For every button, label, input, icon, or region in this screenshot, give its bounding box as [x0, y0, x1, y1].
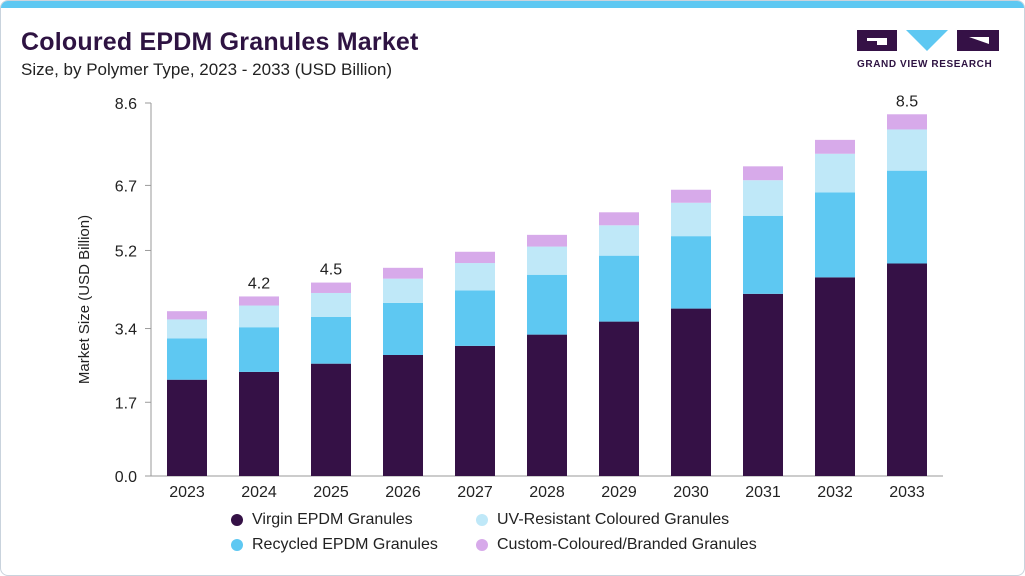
- bar-segment-2: [815, 192, 855, 278]
- y-tick-label: 1.7: [115, 395, 137, 412]
- bar-chart: 0.0 1.7 3.4 5.2 6.7 8.6 Market Size (USD Billi…: [76, 93, 943, 501]
- bar-segment-4: [527, 234, 567, 247]
- bar-segment-2: [239, 327, 279, 372]
- legend-swatch: [476, 514, 488, 526]
- bar-segment-1: [743, 293, 783, 476]
- chart-legend: Virgin EPDM Granules Recycled EPDM Granul…: [231, 511, 831, 561]
- bar-segment-1: [455, 345, 495, 476]
- bar-segment-1: [527, 334, 567, 476]
- y-tick-label: 5.2: [115, 243, 137, 260]
- x-tick-label: 2025: [313, 484, 349, 501]
- legend-swatch: [476, 539, 488, 551]
- bar-segment-3: [815, 153, 855, 193]
- x-tick-label: 2032: [817, 484, 853, 501]
- bar-segment-3: [527, 246, 567, 275]
- bar-segment-2: [743, 215, 783, 294]
- bar-segment-4: [311, 282, 351, 293]
- bar-segment-1: [815, 277, 855, 476]
- bar-segment-1: [383, 354, 423, 476]
- bar-segment-4: [455, 251, 495, 264]
- bar-segment-4: [239, 296, 279, 306]
- x-tick-label: 2031: [745, 484, 781, 501]
- bar-segment-3: [311, 292, 351, 317]
- bar-segment-4: [743, 166, 783, 181]
- gvr-logo-icon: [857, 30, 999, 51]
- bar-segment-3: [599, 225, 639, 256]
- bar-segment-3: [383, 278, 423, 303]
- bar-segment-2: [455, 290, 495, 346]
- legend-item: Custom-Coloured/Branded Granules: [476, 536, 757, 554]
- bar-segment-2: [167, 338, 207, 380]
- bar-segment-1: [239, 371, 279, 476]
- total-value-label: 4.5: [320, 262, 342, 279]
- bar-segment-3: [671, 202, 711, 237]
- bar-segment-4: [887, 114, 927, 130]
- x-tick-label: 2033: [889, 484, 925, 501]
- legend-label: Recycled EPDM Granules: [252, 536, 438, 553]
- legend-item: Virgin EPDM Granules: [231, 511, 413, 529]
- legend-swatch: [231, 539, 243, 551]
- legend-label: Virgin EPDM Granules: [252, 511, 413, 528]
- y-tick-label: 3.4: [115, 322, 137, 339]
- x-tick-label: 2030: [673, 484, 709, 501]
- chart-title: Coloured EPDM Granules Market: [21, 28, 419, 56]
- bar-segment-1: [311, 363, 351, 476]
- bar-segment-2: [383, 302, 423, 355]
- bar-segment-4: [167, 311, 207, 320]
- bar-segment-1: [671, 308, 711, 476]
- y-tick-label: 6.7: [115, 178, 137, 195]
- bar-segment-3: [887, 129, 927, 171]
- bar-segment-2: [527, 274, 567, 335]
- legend-item: UV-Resistant Coloured Granules: [476, 511, 729, 529]
- bar-segment-1: [599, 321, 639, 476]
- x-tick-label: 2024: [241, 484, 277, 501]
- bar-segment-2: [887, 170, 927, 264]
- bar-segment-4: [383, 267, 423, 279]
- x-tick-label: 2026: [385, 484, 421, 501]
- logo-text: GRAND VIEW RESEARCH: [857, 59, 993, 70]
- y-axis-title: Market Size (USD Billion): [76, 215, 93, 384]
- legend-label: Custom-Coloured/Branded Granules: [497, 536, 757, 553]
- bar-segment-4: [599, 212, 639, 226]
- y-tick-label: 0.0: [115, 469, 137, 486]
- bar-segment-4: [815, 139, 855, 154]
- y-tick-label: 8.6: [115, 96, 137, 113]
- x-tick-label: 2023: [169, 484, 205, 501]
- x-tick-label: 2028: [529, 484, 565, 501]
- legend-item: Recycled EPDM Granules: [231, 536, 438, 554]
- accent-bar: [1, 1, 1024, 8]
- bar-segment-3: [239, 305, 279, 328]
- bar-segment-4: [671, 189, 711, 203]
- total-value-label: 8.5: [896, 93, 918, 110]
- chart-subtitle: Size, by Polymer Type, 2023 - 2033 (USD …: [21, 60, 393, 79]
- bar-segment-3: [455, 263, 495, 291]
- bar-segment-3: [167, 319, 207, 339]
- bar-segment-3: [743, 180, 783, 216]
- bar-segment-2: [599, 255, 639, 322]
- bar-segment-1: [167, 379, 207, 476]
- bar-segment-2: [311, 316, 351, 364]
- bar-segment-1: [887, 263, 927, 476]
- legend-label: UV-Resistant Coloured Granules: [497, 511, 730, 528]
- x-tick-label: 2029: [601, 484, 637, 501]
- legend-swatch: [231, 514, 243, 526]
- x-tick-label: 2027: [457, 484, 493, 501]
- bar-segment-2: [671, 236, 711, 309]
- total-value-label: 4.2: [248, 275, 270, 292]
